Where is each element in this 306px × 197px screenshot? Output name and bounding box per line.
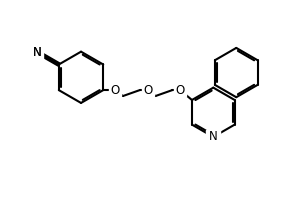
Text: N: N bbox=[33, 46, 42, 59]
Text: N: N bbox=[33, 46, 42, 59]
Text: O: O bbox=[110, 84, 120, 97]
Text: N: N bbox=[209, 130, 218, 143]
Text: O: O bbox=[143, 84, 152, 97]
Text: O: O bbox=[176, 84, 185, 97]
